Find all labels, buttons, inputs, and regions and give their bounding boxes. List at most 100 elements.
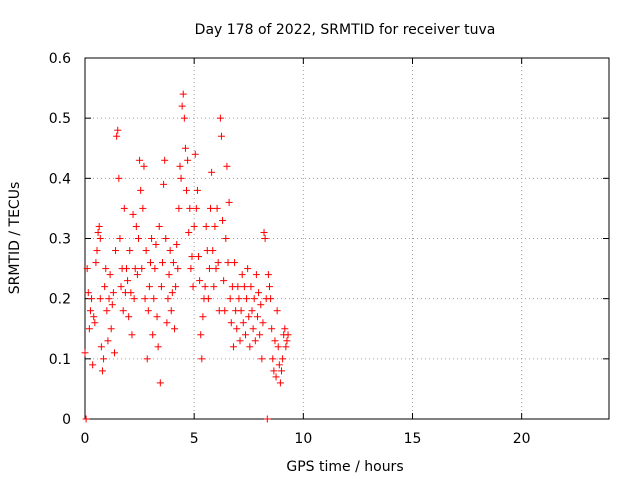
data-point	[201, 283, 209, 291]
x-tick-label: 0	[81, 431, 90, 447]
data-point	[229, 343, 237, 351]
x-axis-label: GPS time / hours	[286, 459, 403, 475]
data-point	[198, 355, 206, 363]
grid	[85, 58, 609, 419]
data-point	[137, 186, 145, 194]
y-tick-label: 0.3	[49, 232, 71, 248]
data-point	[269, 355, 277, 363]
data-point	[246, 343, 254, 351]
data-point	[155, 222, 163, 230]
data-point	[249, 325, 257, 333]
data-point	[97, 343, 105, 351]
data-point	[282, 343, 290, 351]
data-point	[114, 126, 122, 134]
x-tick-label: 10	[294, 431, 312, 447]
data-point	[212, 265, 220, 273]
data-point	[128, 331, 136, 339]
y-tick-label: 0.2	[49, 292, 71, 308]
data-point	[244, 265, 252, 273]
data-point	[156, 379, 164, 387]
data-point	[186, 204, 194, 212]
data-point	[220, 277, 228, 285]
data-point	[84, 289, 92, 297]
y-axis-label: SRMTID / TECUs	[7, 182, 23, 295]
data-point	[223, 162, 231, 170]
data-point	[119, 307, 127, 315]
data-point	[141, 295, 149, 303]
data-point	[189, 283, 197, 291]
data-point	[247, 283, 255, 291]
data-point	[95, 222, 103, 230]
data-point	[136, 156, 144, 164]
data-point	[116, 235, 124, 242]
data-point	[251, 337, 259, 345]
data-point	[143, 355, 151, 363]
data-point	[284, 331, 292, 339]
data-point	[250, 295, 258, 303]
data-point	[222, 235, 230, 242]
data-point	[122, 265, 130, 273]
data-point	[278, 367, 285, 375]
data-point	[88, 295, 96, 303]
data-point	[178, 102, 186, 110]
data-point	[239, 319, 247, 327]
data-point	[113, 132, 121, 140]
y-tick-label: 0.6	[49, 51, 71, 67]
data-point	[258, 355, 266, 363]
data-point	[264, 271, 272, 279]
data-point	[208, 168, 216, 176]
data-point	[192, 204, 200, 212]
data-point	[253, 313, 261, 321]
data-point	[150, 295, 158, 303]
y-tick-label: 0.1	[49, 352, 71, 368]
data-point	[154, 343, 162, 351]
data-point	[202, 222, 210, 230]
data-point	[120, 204, 128, 212]
data-point	[139, 204, 147, 212]
data-point	[105, 295, 113, 303]
data-point	[147, 259, 154, 267]
y-tick-label: 0	[62, 412, 71, 428]
data-point	[127, 289, 135, 297]
data-point	[265, 283, 273, 291]
data-point	[181, 144, 189, 152]
data-point	[145, 283, 153, 291]
data-point	[236, 337, 244, 345]
data-point	[274, 343, 282, 351]
data-point	[267, 295, 275, 303]
data-point	[214, 259, 222, 267]
data-point	[81, 349, 89, 357]
data-point	[271, 337, 279, 345]
data-point	[184, 156, 192, 164]
data-point	[149, 331, 157, 339]
data-point	[185, 228, 193, 236]
data-point	[281, 325, 289, 333]
data-point	[180, 114, 188, 122]
data-point	[117, 283, 125, 291]
data-point	[199, 313, 207, 321]
data-point	[187, 265, 195, 273]
data-point	[138, 265, 146, 273]
data-point	[273, 307, 281, 315]
data-point	[83, 265, 91, 273]
data-point	[163, 319, 171, 327]
data-point	[174, 265, 182, 273]
data-point	[225, 198, 233, 206]
data-point	[175, 204, 183, 212]
x-tick-label: 15	[404, 431, 422, 447]
data-point	[110, 349, 118, 357]
data-point	[157, 283, 165, 291]
data-point	[153, 313, 161, 321]
data-point	[107, 325, 115, 333]
data-point	[193, 186, 201, 194]
data-point	[190, 222, 198, 230]
data-point	[226, 295, 234, 303]
data-point	[237, 307, 245, 315]
data-point	[96, 295, 104, 303]
data-point	[205, 265, 213, 273]
data-points	[81, 90, 292, 423]
data-point	[238, 271, 246, 279]
data-point	[92, 259, 100, 267]
